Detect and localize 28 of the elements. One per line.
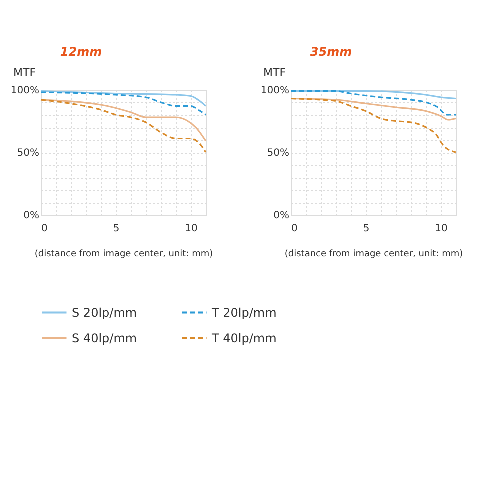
x-tick-label: 0 xyxy=(292,224,298,234)
line-series xyxy=(290,98,457,154)
line-series xyxy=(40,99,207,154)
y-tick-label: 0% xyxy=(274,210,290,222)
y-tick-label: 100% xyxy=(10,86,40,96)
legend-label: S 40lp/mm xyxy=(72,332,138,346)
y-axis-title: MTF xyxy=(14,66,36,80)
x-tick-label: 10 xyxy=(185,224,198,234)
x-tick-label: 5 xyxy=(113,224,120,234)
line-series xyxy=(40,90,207,108)
y-tick-label: 100% xyxy=(260,86,290,96)
legend-label: T 20lp/mm xyxy=(211,306,277,320)
chart-title: 35mm xyxy=(310,45,352,59)
y-axis-title: MTF xyxy=(264,66,286,80)
x-axis-title: (distance from image center, unit: mm) xyxy=(284,250,464,260)
chart-title: 12mm xyxy=(60,45,102,59)
y-tick-label: 0% xyxy=(24,210,40,222)
x-tick-label: 5 xyxy=(363,224,370,234)
legend-label: S 20lp/mm xyxy=(72,306,138,320)
x-tick-label: 0 xyxy=(42,224,48,234)
legend-label: T 40lp/mm xyxy=(211,332,277,346)
x-tick-label: 10 xyxy=(435,224,448,234)
line-series xyxy=(40,92,207,116)
line-series xyxy=(40,99,207,142)
y-tick-label: 50% xyxy=(17,148,40,159)
x-axis-title: (distance from image center, unit: mm) xyxy=(34,250,214,260)
y-tick-label: 50% xyxy=(267,148,290,159)
line-series xyxy=(290,90,457,116)
